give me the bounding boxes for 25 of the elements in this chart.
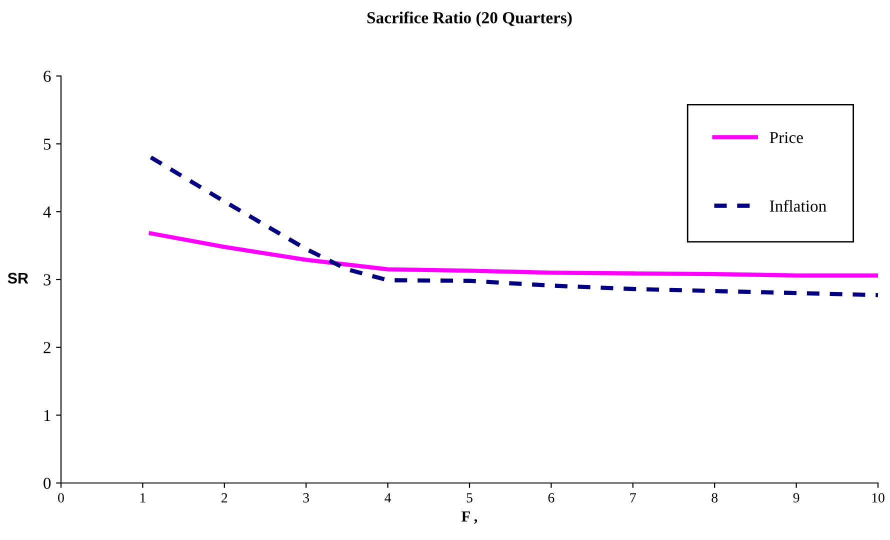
y-tick-label: 3 (44, 274, 51, 286)
x-tick-label: 0 (58, 493, 64, 502)
line-series (148, 231, 878, 278)
x-tick-label: 5 (466, 493, 472, 502)
x-tick-label: 8 (712, 493, 718, 502)
x-tick-label: 6 (548, 493, 554, 502)
line-series (148, 155, 878, 298)
x-tick-label: 10 (872, 493, 884, 502)
y-tick-label: 4 (43, 206, 52, 218)
chart-title: Sacrifice Ratio (20 Quarters) (367, 11, 572, 27)
y-tick-label: 5 (44, 138, 51, 150)
x-tick-label: 3 (303, 493, 310, 502)
x-tick-label: 4 (384, 493, 392, 502)
x-tick-label: 1 (140, 493, 146, 502)
x-tick-label: 7 (630, 493, 636, 502)
y-tick-label: 0 (44, 478, 51, 489)
y-tick-label: 6 (44, 70, 51, 82)
y-tick-label: 1 (44, 410, 50, 421)
legend-label: Price (770, 132, 803, 144)
y-tick-label: 2 (44, 342, 50, 354)
y-axis-title: SR (8, 272, 28, 284)
x-tick-label: 2 (222, 493, 228, 502)
legend-label: Inflation (770, 200, 826, 212)
x-tick-label: 9 (793, 493, 800, 502)
x-axis-title: F , (462, 511, 478, 524)
